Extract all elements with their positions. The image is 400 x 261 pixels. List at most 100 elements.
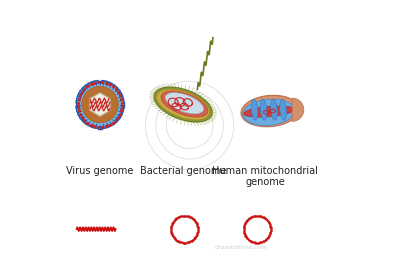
- Point: [190, 217, 196, 221]
- Point: [194, 224, 201, 229]
- Point: [248, 239, 254, 243]
- Point: [240, 227, 247, 231]
- Point: [171, 218, 177, 223]
- Point: [194, 222, 200, 226]
- Point: [244, 236, 250, 240]
- Point: [264, 218, 270, 222]
- Ellipse shape: [271, 99, 277, 120]
- Point: [267, 224, 274, 229]
- Point: [184, 214, 191, 218]
- Point: [263, 237, 270, 241]
- Point: [262, 217, 269, 221]
- Point: [267, 230, 273, 235]
- Point: [266, 234, 272, 238]
- Point: [184, 214, 190, 218]
- Point: [190, 217, 197, 221]
- Point: [179, 214, 185, 218]
- Point: [257, 240, 264, 244]
- Point: [179, 240, 185, 245]
- Point: [180, 214, 186, 218]
- Point: [267, 229, 274, 233]
- Point: [241, 222, 248, 226]
- Point: [187, 239, 193, 244]
- Point: [250, 240, 257, 244]
- Point: [265, 235, 271, 239]
- Point: [194, 232, 200, 236]
- Point: [268, 227, 274, 231]
- Point: [250, 240, 256, 244]
- Point: [240, 225, 247, 229]
- Point: [177, 240, 184, 244]
- Ellipse shape: [154, 87, 212, 122]
- Point: [241, 224, 247, 229]
- Point: [189, 238, 196, 242]
- Point: [169, 233, 176, 237]
- Point: [266, 221, 272, 225]
- Point: [264, 236, 270, 240]
- Point: [177, 214, 184, 218]
- Point: [194, 230, 201, 235]
- Point: [262, 238, 269, 242]
- Point: [264, 218, 271, 223]
- Point: [241, 232, 248, 236]
- Point: [193, 234, 200, 238]
- Point: [243, 235, 249, 239]
- Point: [189, 216, 196, 220]
- Point: [267, 231, 273, 235]
- Point: [261, 216, 268, 220]
- Point: [242, 234, 249, 239]
- Point: [265, 220, 272, 224]
- Point: [255, 241, 261, 245]
- Point: [266, 222, 273, 226]
- Point: [178, 240, 184, 244]
- Point: [242, 234, 248, 238]
- Point: [180, 241, 187, 245]
- Point: [266, 233, 272, 237]
- Point: [168, 224, 174, 229]
- Point: [267, 226, 274, 230]
- Point: [175, 239, 181, 243]
- Point: [168, 230, 174, 235]
- Point: [252, 240, 259, 245]
- Point: [169, 221, 176, 225]
- Point: [252, 214, 259, 218]
- Point: [169, 232, 175, 236]
- Point: [168, 223, 175, 227]
- Ellipse shape: [243, 99, 295, 126]
- Point: [173, 216, 180, 220]
- Point: [169, 234, 176, 238]
- Point: [266, 232, 273, 236]
- Point: [168, 228, 174, 232]
- Point: [168, 230, 174, 234]
- Point: [242, 233, 248, 237]
- Point: [254, 213, 260, 218]
- Point: [184, 240, 191, 244]
- Text: Virus genome: Virus genome: [66, 165, 134, 176]
- Point: [193, 221, 200, 225]
- Point: [192, 218, 198, 223]
- Point: [174, 239, 180, 243]
- Point: [267, 228, 274, 232]
- Text: Bacterial genome: Bacterial genome: [140, 165, 226, 176]
- Point: [241, 230, 247, 235]
- Point: [246, 238, 252, 242]
- Point: [182, 241, 188, 245]
- Point: [168, 225, 174, 229]
- Point: [173, 217, 179, 221]
- Point: [188, 239, 195, 243]
- Point: [256, 214, 262, 218]
- Point: [246, 216, 252, 220]
- Point: [251, 214, 258, 218]
- Point: [253, 241, 260, 245]
- Point: [187, 215, 193, 219]
- Point: [241, 231, 248, 235]
- Point: [260, 215, 266, 219]
- Point: [265, 219, 271, 223]
- Point: [170, 234, 176, 239]
- Point: [173, 238, 179, 242]
- Point: [188, 216, 195, 220]
- Point: [172, 217, 178, 221]
- Point: [195, 225, 201, 229]
- Point: [180, 240, 186, 245]
- Point: [267, 224, 273, 228]
